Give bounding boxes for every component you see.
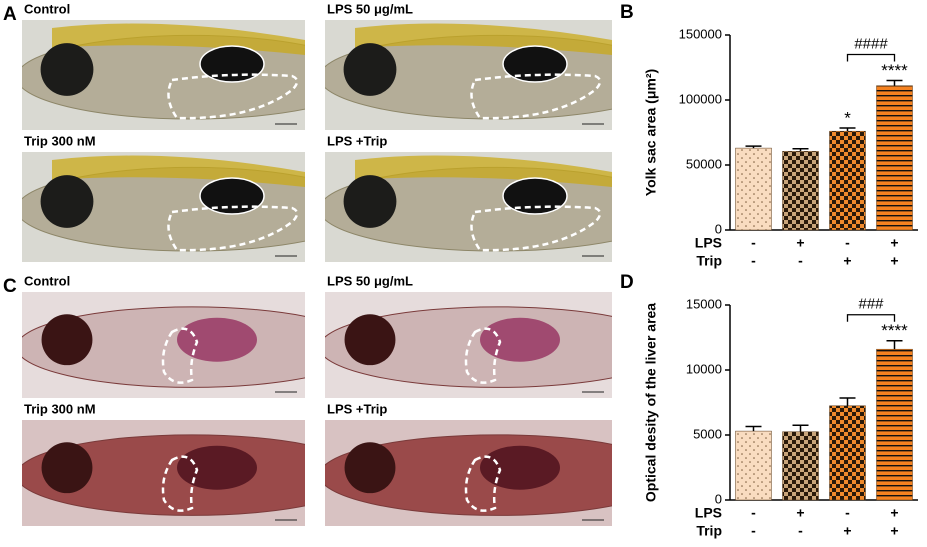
y-axis-label: Yolk sac area (μm²) bbox=[643, 69, 659, 196]
image-caption: LPS +Trip bbox=[327, 133, 387, 148]
micrograph bbox=[22, 420, 305, 526]
factor-level: - bbox=[798, 523, 803, 539]
factor-level: - bbox=[798, 253, 803, 269]
factor-level: + bbox=[890, 505, 898, 521]
micrograph bbox=[325, 420, 612, 526]
significance-mark: * bbox=[844, 108, 851, 127]
bar bbox=[829, 405, 866, 501]
image-caption: Control bbox=[24, 1, 70, 16]
factor-level: + bbox=[890, 253, 898, 269]
error-bar bbox=[886, 340, 903, 350]
factor-level: + bbox=[796, 235, 804, 251]
significance-mark: **** bbox=[881, 61, 908, 80]
micrograph bbox=[22, 152, 305, 262]
comparison-mark: #### bbox=[854, 35, 888, 52]
factor-label: LPS bbox=[695, 505, 722, 521]
y-tick-label: 50000 bbox=[686, 156, 722, 171]
comparison-bracket bbox=[846, 53, 896, 62]
factor-level: + bbox=[843, 523, 851, 539]
bar bbox=[782, 431, 819, 501]
micrograph bbox=[22, 292, 305, 398]
micrograph bbox=[325, 152, 612, 262]
y-tick-label: 100000 bbox=[679, 91, 722, 106]
comparison-bracket bbox=[846, 314, 896, 322]
y-axis-label: Optical desity of the liver area bbox=[643, 303, 659, 502]
factor-label: Trip bbox=[696, 253, 722, 269]
factor-level: - bbox=[751, 253, 756, 269]
image-caption: LPS +Trip bbox=[327, 401, 387, 416]
significance-mark: **** bbox=[881, 321, 908, 340]
factor-level: + bbox=[890, 235, 898, 251]
panel-label: A bbox=[3, 4, 17, 25]
factor-level: + bbox=[843, 253, 851, 269]
error-bar bbox=[839, 127, 856, 132]
bar bbox=[829, 130, 866, 231]
y-tick-label: 150000 bbox=[679, 26, 722, 41]
y-tick-label: 15000 bbox=[686, 296, 722, 311]
factor-level: - bbox=[751, 505, 756, 521]
factor-label: LPS bbox=[695, 235, 722, 251]
factor-level: - bbox=[845, 235, 850, 251]
bar bbox=[876, 348, 913, 501]
image-caption: LPS 50 μg/mL bbox=[327, 273, 413, 288]
factor-level: + bbox=[796, 505, 804, 521]
factor-level: - bbox=[751, 235, 756, 251]
panel-label: D bbox=[620, 272, 634, 293]
error-bar bbox=[839, 397, 856, 406]
factor-level: + bbox=[890, 523, 898, 539]
y-tick-label: 5000 bbox=[693, 426, 722, 441]
panel-label: B bbox=[620, 2, 634, 23]
image-caption: Trip 300 nM bbox=[24, 133, 96, 148]
y-tick-label: 0 bbox=[715, 221, 722, 236]
comparison-mark: ### bbox=[858, 296, 884, 313]
bar bbox=[876, 85, 913, 231]
y-tick-label: 0 bbox=[715, 491, 722, 506]
y-tick-label: 10000 bbox=[686, 361, 722, 376]
image-caption: LPS 50 μg/mL bbox=[327, 1, 413, 16]
error-bar bbox=[886, 79, 903, 86]
micrograph bbox=[22, 20, 305, 130]
image-caption: Control bbox=[24, 273, 70, 288]
panel-label: C bbox=[3, 276, 17, 297]
bar bbox=[782, 151, 819, 231]
bar bbox=[735, 430, 772, 501]
factor-level: - bbox=[751, 523, 756, 539]
micrograph bbox=[325, 20, 612, 130]
image-caption: Trip 300 nM bbox=[24, 401, 96, 416]
error-bar bbox=[792, 424, 809, 432]
micrograph bbox=[325, 292, 612, 398]
bar bbox=[735, 147, 772, 231]
error-bar bbox=[745, 145, 762, 149]
error-bar bbox=[745, 425, 762, 432]
error-bar bbox=[792, 148, 809, 152]
factor-level: - bbox=[845, 505, 850, 521]
factor-label: Trip bbox=[696, 523, 722, 539]
